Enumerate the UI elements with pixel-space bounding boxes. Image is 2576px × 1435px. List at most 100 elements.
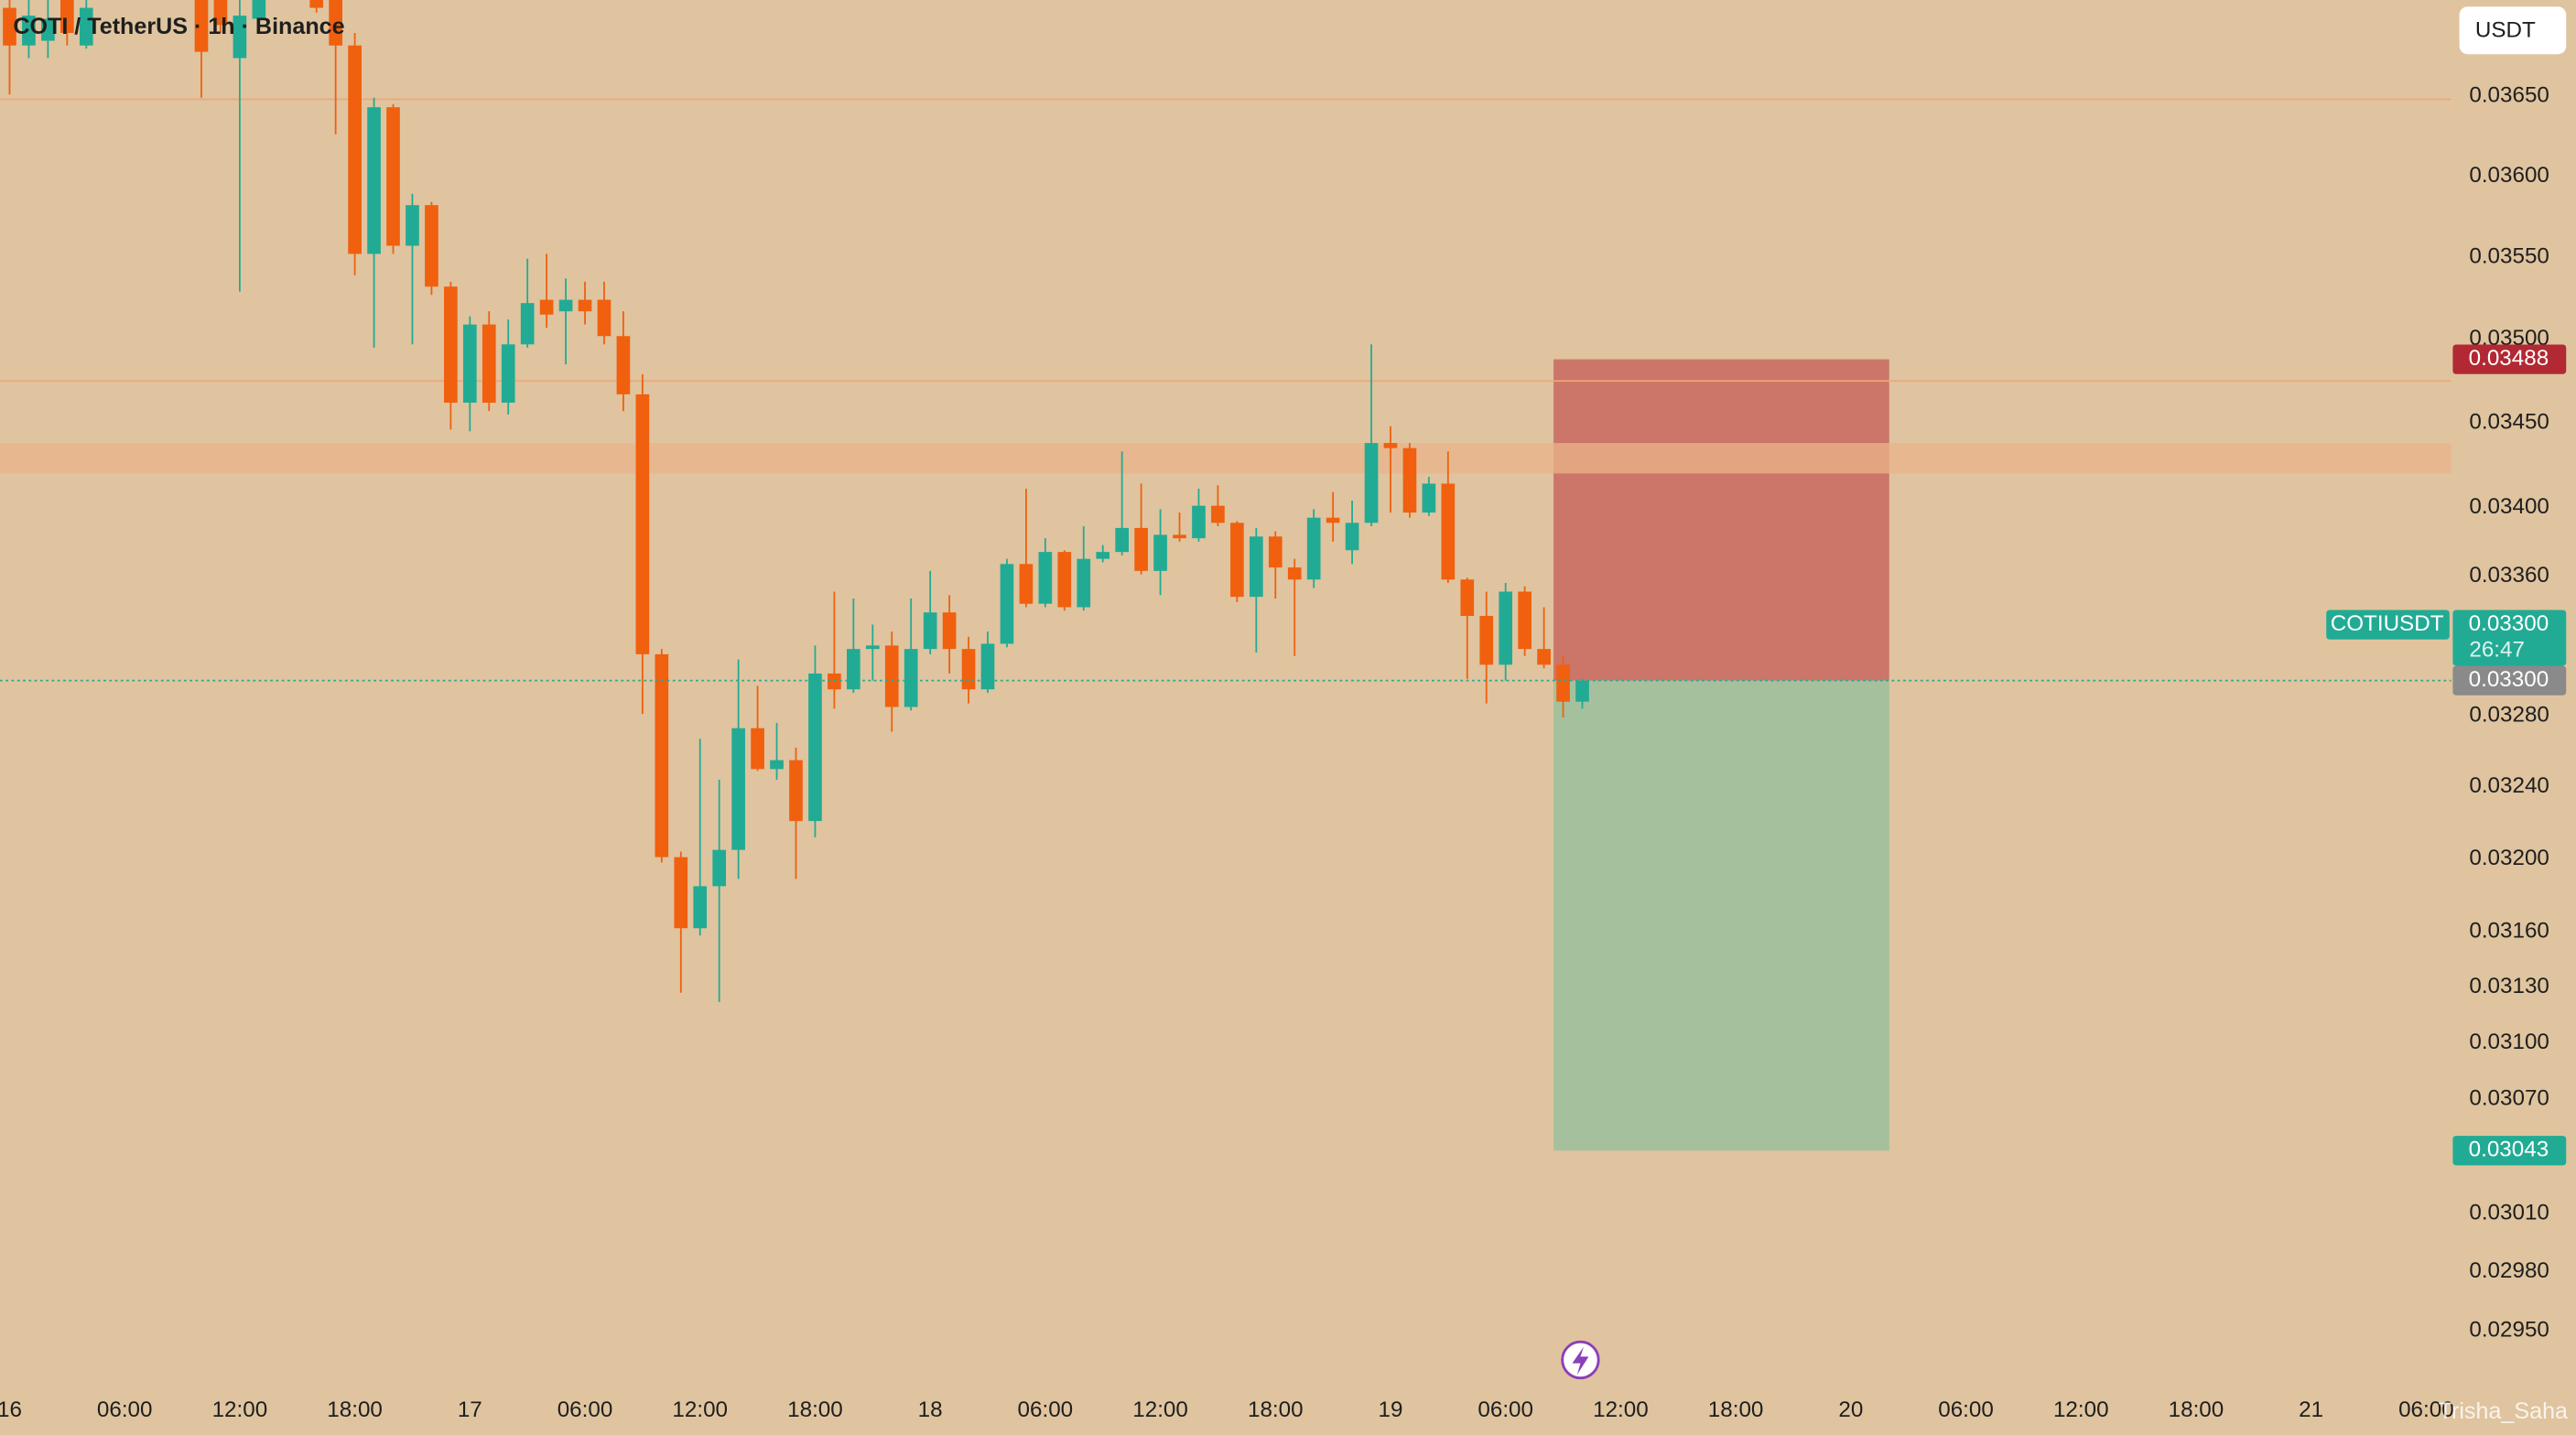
- x-tick-label: 12:00: [2053, 1397, 2109, 1422]
- candle-body: [1077, 558, 1091, 608]
- stop-tag-bg: [2452, 344, 2567, 374]
- last-price-bg: [2452, 610, 2567, 666]
- candle-body: [3, 7, 16, 46]
- y-tick-label: 0.03400: [2469, 494, 2549, 519]
- y-tick-label: 0.03070: [2469, 1086, 2549, 1111]
- candle-body: [309, 0, 324, 8]
- x-tick-label: 12:00: [1593, 1397, 1649, 1422]
- candle-body: [60, 0, 74, 33]
- candle-body: [22, 16, 36, 46]
- x-tick-label: 12:00: [672, 1397, 728, 1422]
- x-tick-label: 18:00: [787, 1397, 843, 1422]
- candle-body: [348, 45, 362, 254]
- candle-body: [1402, 448, 1417, 513]
- candle-body: [1479, 615, 1494, 665]
- symbol-tag: COTIUSDT: [2331, 611, 2444, 636]
- x-tick-label: 06:00: [1477, 1397, 1533, 1422]
- plot-area: [0, 0, 2452, 1151]
- currency-button-bg[interactable]: [2459, 6, 2567, 55]
- currency-button[interactable]: USDT: [2459, 6, 2567, 55]
- target-tag-bg: [2452, 1136, 2567, 1166]
- y-tick-label: 0.03450: [2469, 409, 2549, 434]
- candle-body: [828, 673, 841, 690]
- x-tick-label: 20: [1838, 1397, 1863, 1422]
- candle-body: [1173, 534, 1186, 539]
- y-tick-label: 0.03160: [2469, 919, 2549, 944]
- candle-body: [1556, 664, 1570, 702]
- candle-body: [1268, 536, 1283, 568]
- candle-body: [213, 0, 228, 26]
- candle-body: [865, 645, 880, 650]
- candle-body: [789, 760, 803, 822]
- candle-body: [1537, 649, 1551, 665]
- candle-body: [1326, 517, 1340, 523]
- candle-body: [1230, 523, 1244, 598]
- y-tick-label: 0.03600: [2469, 163, 2549, 188]
- axes: 0.036500.036000.035500.035000.034500.034…: [0, 82, 2568, 1424]
- y-tick-label: 0.03650: [2469, 82, 2549, 107]
- candle-body: [41, 18, 55, 41]
- candle-body: [1518, 591, 1532, 650]
- candle-body: [942, 612, 957, 650]
- x-tick-label: 16: [0, 1397, 22, 1422]
- candle-body: [1153, 534, 1167, 571]
- candle-body: [904, 649, 918, 707]
- x-tick-label: 12:00: [212, 1397, 268, 1422]
- candle-body: [520, 303, 535, 345]
- candle-body: [1134, 527, 1148, 571]
- candle-body: [980, 643, 995, 690]
- candle-body: [1096, 552, 1110, 559]
- candle-body: [444, 286, 458, 404]
- last-price-tag: 0.03300: [2469, 611, 2549, 636]
- candle-body: [1364, 443, 1379, 523]
- replay-icon[interactable]: [1561, 1340, 1600, 1380]
- watermark: Trisha_Saha: [2439, 1398, 2568, 1424]
- candle-body: [539, 299, 554, 315]
- x-tick-label: 06:00: [97, 1397, 153, 1422]
- candle-body: [1211, 505, 1225, 523]
- x-tick-label: 18:00: [327, 1397, 383, 1422]
- candle-body: [884, 645, 899, 707]
- candle-body: [425, 205, 438, 287]
- candle-body: [1441, 483, 1456, 580]
- candle-body: [252, 0, 266, 19]
- candle-body: [1383, 443, 1398, 448]
- currency-label[interactable]: USDT: [2475, 17, 2536, 42]
- candle-body: [712, 849, 727, 887]
- candle-body: [655, 653, 669, 858]
- icon-bolt[interactable]: [1572, 1346, 1589, 1376]
- symbol-bg: [2326, 610, 2450, 640]
- y-tick-label: 0.03130: [2469, 974, 2549, 998]
- candle-body: [501, 344, 515, 404]
- candle-body: [1192, 505, 1206, 539]
- y-tick-label: 0.03100: [2469, 1030, 2549, 1054]
- candle-body: [194, 0, 209, 52]
- candle-body: [731, 728, 745, 850]
- y-tick-label: 0.03240: [2469, 773, 2549, 798]
- candle-body: [1575, 680, 1589, 702]
- x-tick-label: 19: [1379, 1397, 1403, 1422]
- candle-body: [329, 0, 342, 46]
- candle-body: [558, 299, 573, 312]
- candle-body: [386, 107, 400, 246]
- candle-body: [79, 7, 93, 46]
- candle-body: [693, 886, 708, 929]
- candle-body: [674, 857, 688, 929]
- candle-body: [462, 324, 477, 404]
- candle-body: [406, 205, 419, 246]
- y-tick-label: 0.03200: [2469, 846, 2549, 870]
- entry-tag-bg: [2452, 665, 2567, 696]
- candle-body: [233, 16, 247, 59]
- stop-zone: [1553, 359, 1889, 681]
- target-zone: [1553, 680, 1889, 1151]
- candle-body: [616, 336, 631, 394]
- candle-body: [635, 394, 650, 654]
- candle-body: [367, 107, 381, 254]
- candle-body: [961, 649, 976, 690]
- x-tick-label: 06:00: [2398, 1397, 2454, 1422]
- candle-body: [847, 649, 860, 690]
- target-tag: 0.03043: [2469, 1138, 2549, 1162]
- candle-body: [1306, 517, 1321, 580]
